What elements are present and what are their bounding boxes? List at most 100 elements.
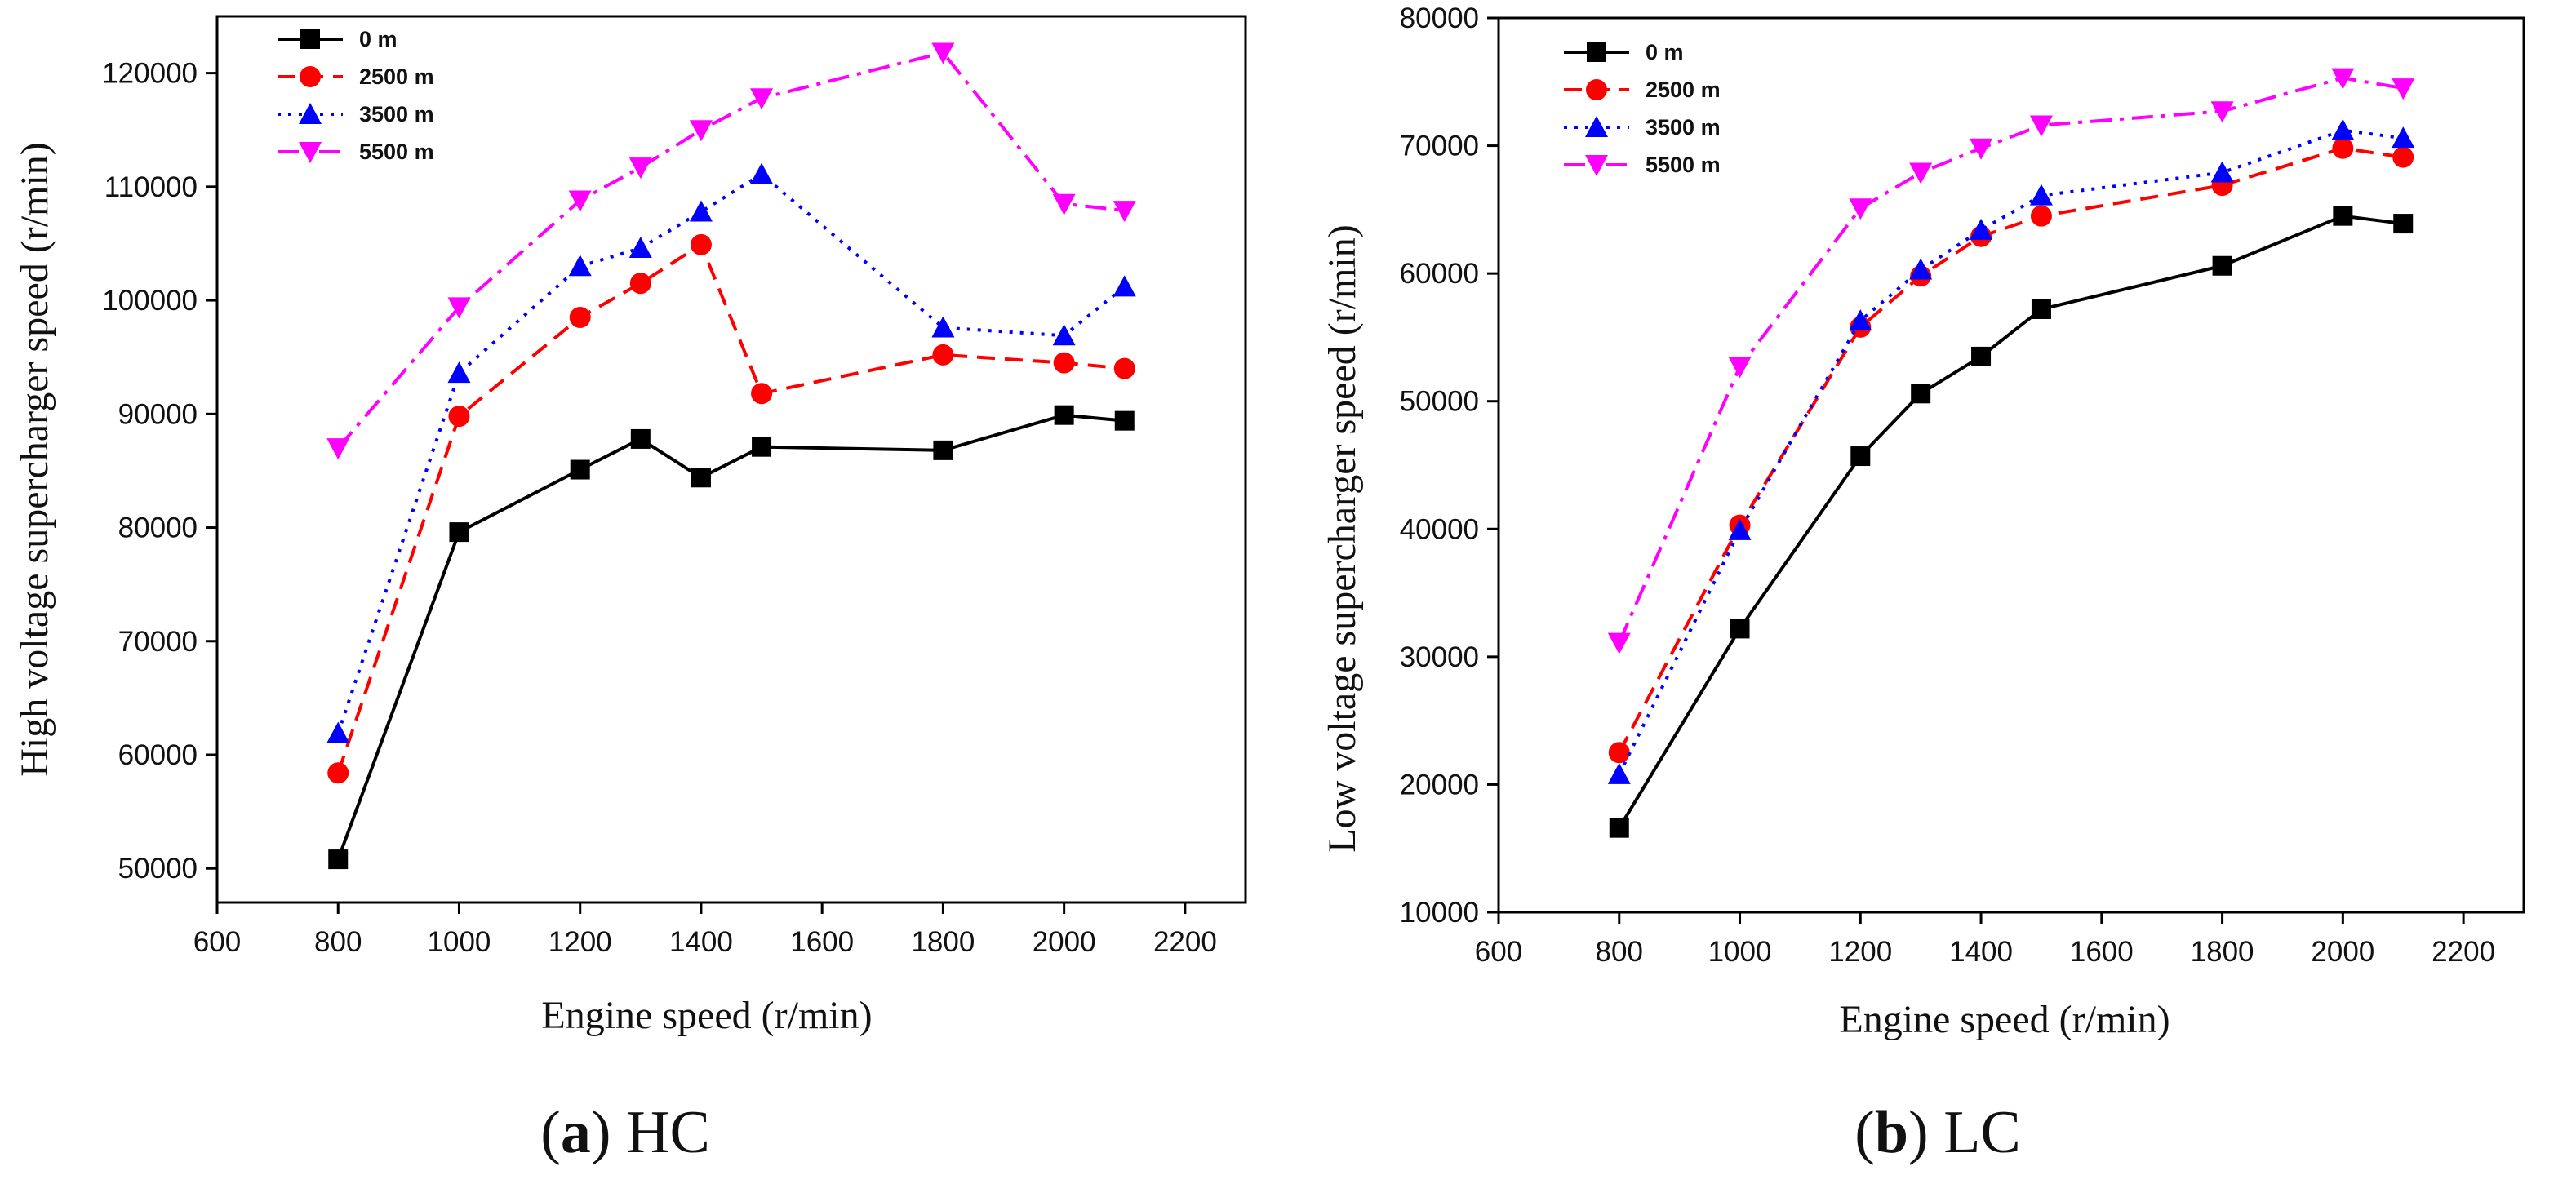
chart-panel-b: 600 800 1000 1200 1400 1600 1800 2000 2200 10000… [1321, 2, 2525, 1166]
legend-item-0m: 0 m [278, 27, 398, 51]
data-point-3500m [2331, 118, 2355, 140]
series-line-2500m [336, 242, 1125, 774]
series-line-5500m [336, 51, 1125, 450]
data-point-3500m [326, 721, 350, 743]
y-tick-label: 60000 [1400, 258, 1479, 290]
legend-swatch-marker [299, 142, 322, 163]
x-tick-label: 1800 [911, 926, 975, 958]
legend-swatch-marker [1587, 42, 1606, 62]
data-point-5500m [1052, 193, 1076, 215]
data-point-3500m [1970, 218, 1993, 240]
data-point-0m [1730, 619, 1750, 639]
x-tick-label: 2200 [2432, 936, 2495, 968]
data-point-3500m [2029, 184, 2053, 206]
y-tick-label: 80000 [1400, 2, 1479, 34]
data-point-0m [752, 437, 772, 457]
data-point-3500m [750, 162, 774, 184]
data-point-0m [2212, 255, 2232, 276]
data-point-0m [328, 849, 349, 870]
data-point-2500m [932, 344, 954, 366]
data-point-3500m [1909, 258, 1933, 280]
y-tick-label: 70000 [118, 626, 198, 658]
data-point-5500m [2210, 101, 2234, 123]
data-point-5500m [2392, 78, 2415, 100]
y-axis-label-b: Low voltage supercharger speed (r/min) [1321, 224, 1364, 853]
data-point-5500m [1607, 632, 1631, 654]
data-point-0m [1911, 384, 1931, 404]
data-point-3500m [1849, 309, 1872, 331]
data-point-2500m [448, 406, 470, 428]
x-tick-label: 600 [1475, 936, 1522, 968]
y-tick-label: 60000 [118, 739, 198, 771]
y-tick-label: 10000 [1400, 897, 1479, 929]
data-point-3500m [568, 255, 592, 277]
data-point-0m [933, 440, 953, 460]
y-tick-label: 70000 [1400, 131, 1479, 162]
x-tick-label: 800 [1596, 936, 1643, 968]
data-point-5500m [750, 88, 774, 110]
data-point-3500m [2392, 126, 2415, 149]
legend-item-0m: 0 m [1564, 40, 1684, 64]
data-point-2500m [1113, 357, 1135, 379]
x-tick-label: 1800 [2191, 936, 2254, 968]
data-point-0m [691, 468, 711, 488]
legend-swatch-marker [300, 66, 321, 87]
data-point-0m [1054, 405, 1074, 425]
data-point-0m [1850, 446, 1871, 467]
legend-swatch-marker [1585, 116, 1608, 137]
legend-item-3500m: 3500 m [1564, 115, 1721, 140]
legend-label: 0 m [359, 27, 398, 51]
legend-item-5500m: 5500 m [1564, 153, 1721, 177]
legend-label: 5500 m [359, 140, 434, 164]
data-point-5500m [1113, 201, 1136, 223]
legend-a: 0 m 2500 m 3500 m 5500 m [278, 27, 434, 164]
data-point-2500m [690, 233, 712, 255]
y-ticks-a: 50000 60000 70000 80000 90000 100000 110000 120… [102, 58, 217, 885]
data-point-0m [630, 428, 651, 449]
legend-label: 5500 m [1646, 153, 1721, 177]
y-tick-label: 40000 [1400, 513, 1479, 545]
x-tick-label: 2000 [1033, 926, 1096, 958]
caption-letter-b: b [1875, 1099, 1908, 1166]
data-point-0m [449, 522, 469, 543]
y-ticks-b: 10000 20000 30000 40000 50000 60000 70000 80000 [1400, 2, 1499, 929]
x-tick-label: 1200 [549, 926, 612, 958]
legend-swatch-marker [299, 103, 322, 124]
data-point-5500m [2029, 115, 2053, 137]
x-tick-label: 800 [314, 926, 362, 958]
x-tick-label: 2000 [2311, 936, 2374, 968]
legend-item-2500m: 2500 m [1564, 78, 1721, 102]
legend-label: 3500 m [1646, 115, 1721, 140]
data-point-2500m [2392, 146, 2414, 168]
x-tick-label: 1400 [669, 926, 733, 958]
caption-letter-a: a [561, 1099, 591, 1166]
x-tick-label: 1000 [428, 926, 491, 958]
legend-swatch-marker [1585, 155, 1608, 176]
x-ticks-b: 600 800 1000 1200 1400 1600 1800 2000 2200 [1475, 912, 2495, 968]
series-layer-b [1607, 68, 2415, 838]
data-point-3500m [931, 316, 955, 338]
data-point-5500m [447, 297, 471, 319]
data-point-0m [570, 459, 590, 480]
data-point-5500m [568, 190, 592, 212]
y-tick-label: 120000 [102, 58, 198, 90]
series-line-3500m [336, 172, 1126, 734]
legend-item-2500m: 2500 m [278, 64, 434, 89]
legend-label: 3500 m [359, 102, 434, 126]
legend-label: 0 m [1646, 40, 1684, 64]
data-point-5500m [1970, 138, 1993, 160]
data-point-5500m [689, 120, 713, 142]
series-line-3500m [1617, 128, 2404, 775]
x-tick-label: 1000 [1708, 936, 1772, 968]
panel-caption-a: (a) HC [540, 1099, 710, 1166]
data-point-2500m [569, 306, 591, 328]
data-point-2500m [1608, 742, 1630, 764]
data-point-0m [1609, 818, 1629, 838]
x-axis-label-b: Engine speed (r/min) [1839, 998, 2170, 1041]
y-tick-label: 110000 [104, 171, 198, 203]
legend-item-3500m: 3500 m [278, 102, 434, 126]
legend-label: 2500 m [359, 64, 434, 89]
y-tick-label: 100000 [102, 285, 198, 317]
x-tick-label: 1600 [2070, 936, 2134, 968]
